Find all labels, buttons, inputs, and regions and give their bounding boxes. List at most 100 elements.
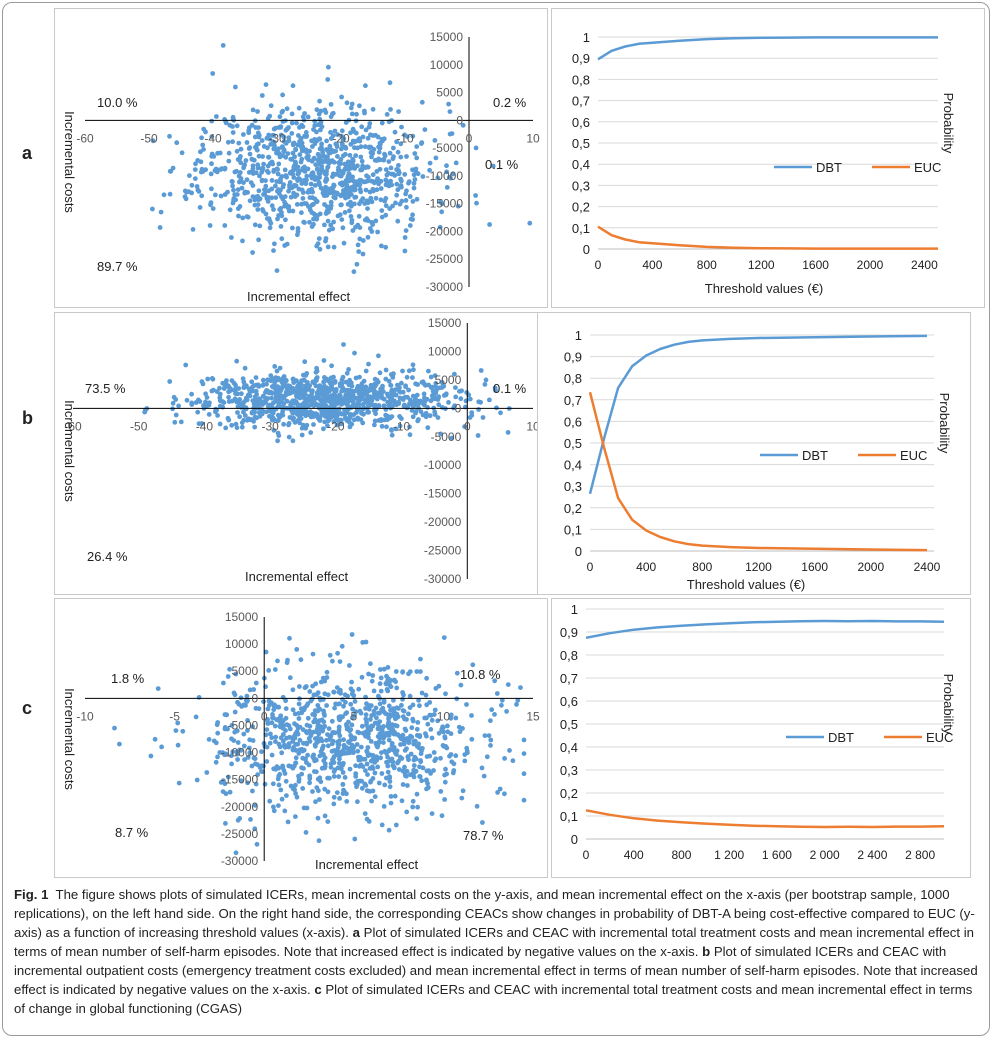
scatter-point — [321, 426, 326, 432]
scatter-point — [346, 382, 352, 388]
scatter-point — [407, 194, 413, 199]
x-tick-label: 10 — [437, 709, 451, 723]
scatter-point — [424, 754, 430, 759]
scatter-point — [350, 388, 356, 394]
scatter-point — [323, 414, 328, 419]
scatter-point — [505, 682, 511, 687]
scatter-point — [328, 136, 334, 141]
scatter-point — [238, 695, 244, 701]
scatter-point — [404, 374, 410, 380]
scatter-point — [333, 387, 338, 393]
scatter-point — [385, 769, 391, 775]
scatter-point — [299, 122, 305, 128]
scatter-point — [359, 723, 365, 729]
x-tick-label: -20 — [327, 419, 345, 433]
scatter-point — [286, 188, 291, 194]
scatter-point — [337, 410, 343, 416]
scatter-point — [272, 723, 278, 729]
scatter-point — [322, 786, 328, 792]
x-tick-label: -40 — [196, 419, 214, 433]
scatter-point — [261, 144, 267, 149]
scatter-point — [285, 819, 291, 825]
scatter-point — [351, 269, 357, 275]
ceac-line-chart-a: 00,10,20,30,40,50,60,70,80,910 400 800 1200… — [572, 30, 956, 296]
scatter-point — [310, 170, 316, 176]
scatter-point — [208, 171, 214, 177]
scatter-point — [241, 731, 247, 737]
scatter-point — [399, 380, 404, 386]
scatter-point — [469, 713, 474, 718]
scatter-point — [502, 791, 507, 797]
scatter-point — [430, 396, 436, 402]
scatter-point — [259, 408, 265, 414]
legend-label-dbt: DBT — [802, 448, 828, 463]
scatter-point — [384, 759, 389, 765]
y-tick-label: 0,8 — [560, 648, 578, 663]
scatter-point — [206, 412, 212, 417]
scatter-point — [247, 388, 253, 394]
scatter-point — [355, 395, 361, 401]
scatter-point — [273, 183, 278, 189]
scatter-point — [450, 171, 456, 177]
scatter-point — [266, 698, 272, 704]
scatter-point — [245, 755, 251, 760]
scatter-point — [319, 765, 325, 771]
scatter-point — [262, 781, 268, 787]
scatter-point — [319, 410, 325, 415]
scatter-point — [225, 383, 231, 389]
scatter-point — [321, 358, 327, 363]
scatter-point — [313, 736, 318, 741]
scatter-point — [344, 799, 350, 804]
scatter-point — [394, 748, 400, 754]
scatter-point — [189, 190, 195, 196]
scatter-point — [271, 707, 277, 713]
scatter-point — [256, 188, 262, 194]
scatter-point — [232, 692, 238, 698]
scatter-point — [285, 151, 291, 157]
scatter-point — [226, 394, 232, 400]
scatter-point — [460, 122, 466, 128]
scatter-point — [414, 669, 420, 674]
scatter-point — [297, 737, 303, 743]
scatter-point — [306, 157, 311, 163]
scatter-point — [219, 166, 225, 172]
scatter-point — [359, 410, 364, 416]
scatter-point — [351, 693, 357, 698]
scatter-point — [333, 148, 339, 154]
scatter-point — [290, 707, 296, 713]
scatter-point — [296, 779, 302, 784]
scatter-point — [209, 186, 214, 192]
scatter-point — [391, 706, 396, 711]
scatter-point — [253, 781, 259, 787]
scatter-point — [254, 147, 260, 153]
scatter-point — [446, 400, 451, 405]
scatter-point — [275, 167, 280, 172]
scatter-point — [357, 177, 363, 183]
scatter-point — [344, 418, 350, 423]
scatter-point — [167, 379, 173, 384]
y-tick-label: -15000 — [221, 773, 259, 787]
scatter-point — [264, 727, 270, 732]
scatter-point — [337, 168, 342, 174]
scatter-point — [410, 362, 416, 368]
scatter-point — [173, 728, 179, 733]
scatter-point — [348, 130, 353, 136]
scatter-point — [167, 191, 173, 197]
scatter-point — [256, 153, 262, 159]
scatter-point — [269, 752, 275, 758]
scatter-point — [384, 179, 390, 185]
scatter-point — [318, 749, 324, 754]
figure-caption: Fig. 1 The figure shows plots of simulat… — [14, 885, 980, 1018]
scatter-point — [308, 430, 314, 435]
scatter-point — [296, 701, 302, 707]
scatter-point — [183, 362, 189, 368]
scatter-point — [266, 216, 272, 222]
scatter-point — [148, 753, 154, 759]
scatter-point — [293, 755, 299, 761]
scatter-point — [476, 399, 482, 405]
scatter-point — [300, 422, 306, 428]
scatter-point — [363, 83, 368, 89]
scatter-point — [152, 736, 158, 742]
scatter-point — [327, 652, 333, 658]
scatter-point — [379, 208, 385, 214]
